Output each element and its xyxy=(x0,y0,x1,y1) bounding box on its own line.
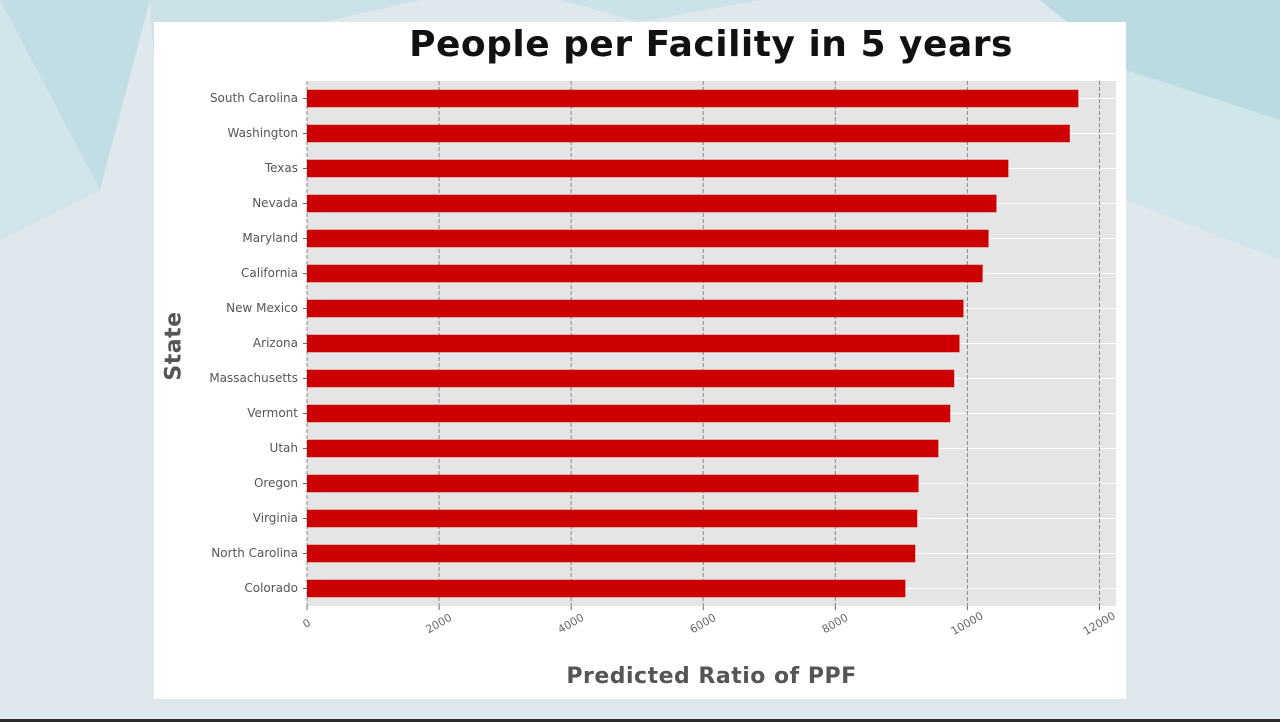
x-axis-label: Predicted Ratio of PPF xyxy=(566,664,857,689)
bar xyxy=(307,264,983,283)
bar xyxy=(307,194,997,213)
bar xyxy=(307,474,919,493)
x-tick-label: 2000 xyxy=(423,611,454,636)
x-tick-label: 10000 xyxy=(949,609,986,638)
y-tick-label: New Mexico xyxy=(226,301,298,315)
y-tick-label: Vermont xyxy=(247,406,298,420)
x-tick-label: 8000 xyxy=(820,611,851,636)
x-tick-label: 0 xyxy=(300,616,313,631)
bar xyxy=(307,299,964,318)
x-tick-label: 4000 xyxy=(556,611,587,636)
y-tick-label: Maryland xyxy=(242,231,298,245)
y-tick-label: Washington xyxy=(227,126,298,140)
bottom-border xyxy=(0,719,1280,722)
bar xyxy=(307,509,918,528)
bar xyxy=(307,124,1070,143)
bar xyxy=(307,544,916,563)
y-tick-label: Nevada xyxy=(252,196,298,210)
bar xyxy=(307,229,989,248)
y-tick-label: Arizona xyxy=(253,336,298,350)
y-tick-label: Texas xyxy=(264,161,298,175)
bar xyxy=(307,89,1079,108)
bar xyxy=(307,334,960,353)
chart-title: People per Facility in 5 years xyxy=(409,24,1013,65)
bar xyxy=(307,579,906,598)
x-tick-label: 12000 xyxy=(1081,609,1118,638)
y-axis-label: State xyxy=(161,311,187,381)
y-tick-label: Virginia xyxy=(253,511,298,525)
x-tick-label: 6000 xyxy=(688,611,719,636)
bar xyxy=(307,439,939,458)
bar xyxy=(307,369,955,388)
bar xyxy=(307,159,1009,178)
bar xyxy=(307,404,951,423)
y-tick-label: California xyxy=(241,266,298,280)
y-tick-label: North Carolina xyxy=(211,546,298,560)
y-tick-label: Colorado xyxy=(244,581,298,595)
y-tick-label: Massachusetts xyxy=(209,371,298,385)
y-tick-label: South Carolina xyxy=(210,91,298,105)
y-tick-label: Oregon xyxy=(254,476,298,490)
y-tick-label: Utah xyxy=(270,441,298,455)
